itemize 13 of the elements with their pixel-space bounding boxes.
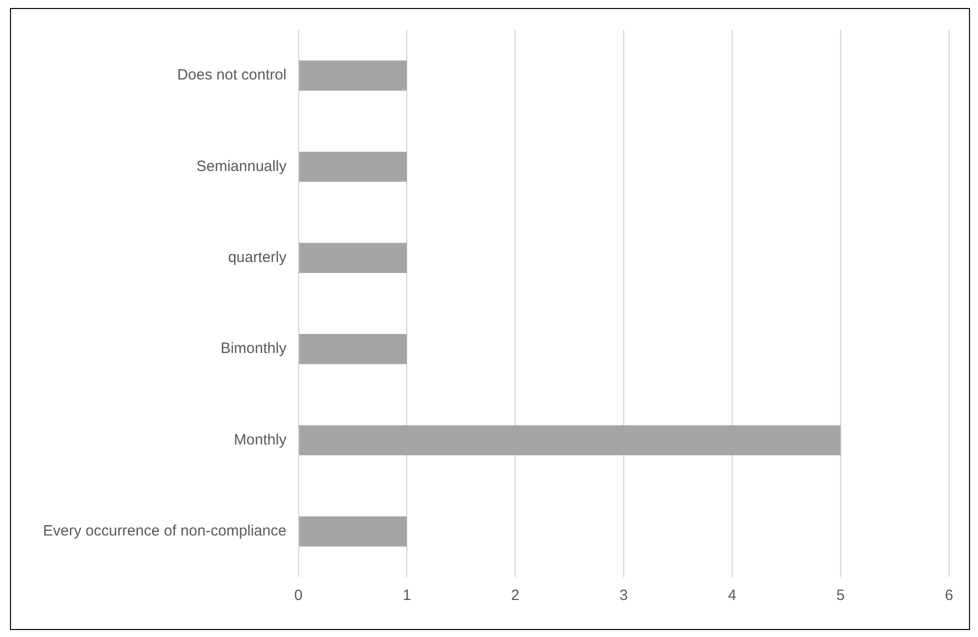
x-tick-label: 4 <box>728 587 736 604</box>
x-tick-label: 3 <box>620 587 628 604</box>
y-tick-label: Monthly <box>234 431 287 448</box>
y-tick-label: Bimonthly <box>220 340 287 358</box>
x-tick-label: 1 <box>402 587 412 604</box>
y-tick-label: Every occurrence of non-compliance <box>42 522 286 540</box>
x-tick-label: 5 <box>836 587 845 604</box>
x-tick-label: 6 <box>944 587 954 604</box>
y-tick-label: quarterly <box>228 249 287 266</box>
x-tick-label: 2 <box>511 587 520 604</box>
x-tick-label: 0 <box>294 587 303 604</box>
y-tick-label: Semiannually <box>196 158 287 175</box>
y-tick-label: Does not control <box>177 66 286 84</box>
